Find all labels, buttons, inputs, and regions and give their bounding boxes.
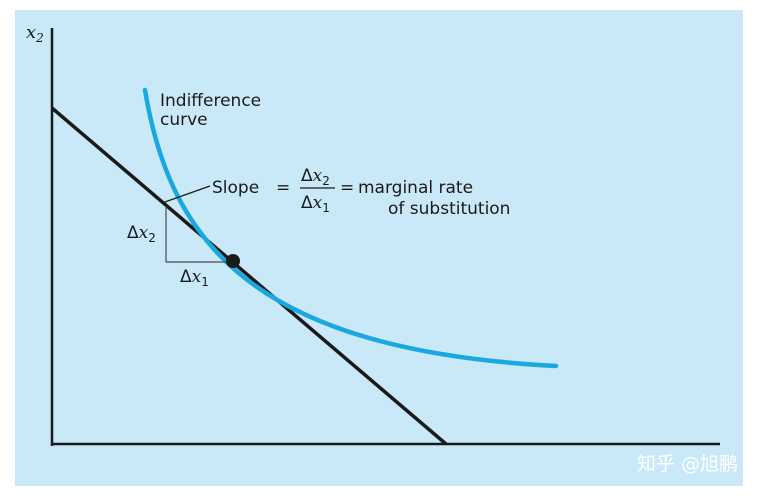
watermark: 知乎 @旭鹏 bbox=[637, 453, 738, 475]
mrs-label-line1: marginal rate bbox=[358, 178, 473, 198]
slope-label-prefix: Slope bbox=[212, 178, 259, 198]
slope-leader-line bbox=[161, 185, 211, 204]
y-axis-label: x2 bbox=[26, 22, 44, 45]
slope-equals: = bbox=[276, 178, 290, 198]
slope-denominator: Δx1 bbox=[301, 193, 330, 215]
slope-equals-2: = bbox=[340, 178, 354, 198]
curve-label-line1: Indifference bbox=[160, 91, 261, 111]
diagram-background bbox=[15, 10, 743, 486]
tangent-line bbox=[50, 106, 448, 446]
mrs-label-line2: of substitution bbox=[388, 199, 510, 219]
tangency-point bbox=[226, 254, 240, 268]
curve-label-line2: curve bbox=[160, 110, 208, 130]
indifference-curve bbox=[142, 87, 559, 369]
delta-x1-label: Δx1 bbox=[180, 267, 209, 289]
slope-numerator: Δx2 bbox=[301, 166, 330, 188]
delta-x2-label: Δx2 bbox=[127, 223, 156, 245]
